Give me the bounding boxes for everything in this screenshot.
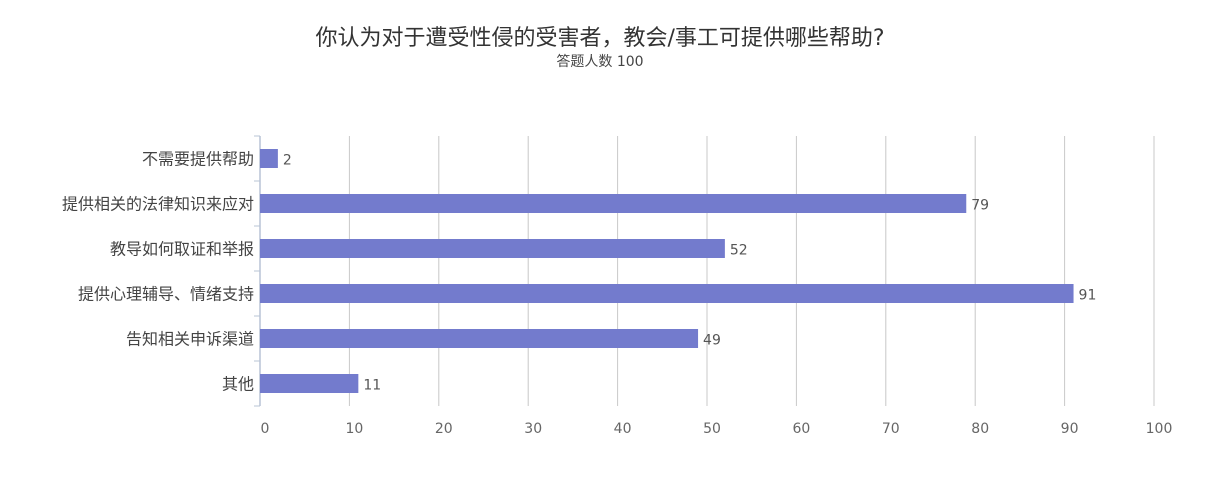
bar: [260, 239, 725, 258]
category-label: 不需要提供帮助: [142, 150, 254, 169]
data-label: 52: [730, 243, 748, 259]
x-tick-label: 90: [1061, 421, 1079, 437]
x-tick-label: 40: [614, 421, 632, 437]
bar: [260, 194, 967, 213]
category-label: 提供心理辅导、情绪支持: [78, 285, 254, 304]
chart-title: 你认为对于遭受性侵的受害者，教会/事工可提供哪些帮助?: [315, 26, 885, 51]
bar: [260, 374, 359, 393]
x-tick-label: 50: [703, 421, 721, 437]
x-tick-label: 80: [971, 421, 989, 437]
data-label: 79: [971, 198, 989, 214]
data-label: 49: [703, 333, 721, 349]
chart-subtitle: 答题人数 100: [556, 54, 644, 70]
category-label: 其他: [222, 375, 254, 394]
x-tick-label: 60: [792, 421, 810, 437]
data-label: 2: [283, 153, 292, 169]
data-label: 11: [363, 378, 381, 394]
bar: [260, 149, 278, 168]
x-tick-label: 20: [435, 421, 453, 437]
x-tick-label: 70: [882, 421, 900, 437]
category-label: 告知相关申诉渠道: [126, 330, 254, 349]
x-tick-label: 100: [1146, 421, 1173, 437]
bar: [260, 284, 1074, 303]
bar: [260, 329, 699, 348]
data-label: 91: [1079, 288, 1097, 304]
x-tick-label: 0: [261, 421, 270, 437]
category-label: 教导如何取证和举报: [110, 240, 254, 259]
category-label: 提供相关的法律知识来应对: [62, 195, 254, 214]
x-tick-label: 10: [345, 421, 363, 437]
x-tick-label: 30: [524, 421, 542, 437]
